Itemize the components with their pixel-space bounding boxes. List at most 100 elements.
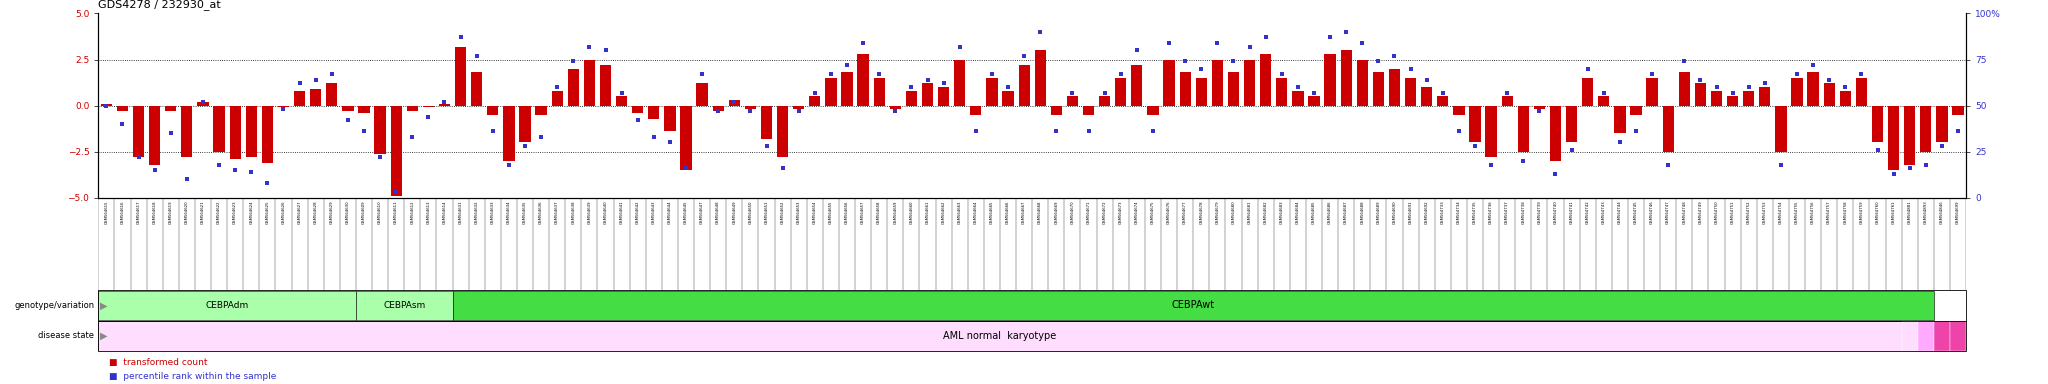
Text: GSM564761: GSM564761	[1892, 200, 1896, 224]
Point	[1845, 71, 1878, 77]
Bar	[438, 104, 451, 106]
Text: GSM564685: GSM564685	[1313, 200, 1317, 224]
Bar	[1421, 87, 1432, 106]
Point	[154, 130, 186, 136]
Text: GSM564745: GSM564745	[1634, 200, 1638, 224]
Text: GSM564636: GSM564636	[539, 200, 543, 224]
Point	[1073, 128, 1106, 134]
Text: GSM564690: GSM564690	[1393, 200, 1397, 224]
Text: GSM564669: GSM564669	[1055, 200, 1059, 224]
Point	[1282, 84, 1315, 90]
Point	[1057, 89, 1090, 96]
Text: GSM564624: GSM564624	[250, 200, 254, 224]
Point	[1878, 171, 1911, 177]
Point	[219, 167, 252, 173]
Bar	[1917, 321, 1933, 351]
Point	[123, 154, 156, 160]
Bar	[745, 106, 756, 109]
Bar	[1808, 73, 1819, 106]
Bar	[408, 106, 418, 111]
Point	[492, 162, 524, 168]
Bar	[1888, 106, 1898, 170]
Point	[1346, 40, 1378, 46]
Text: GSM564681: GSM564681	[1247, 200, 1251, 224]
Bar	[1921, 106, 1931, 152]
Bar	[1933, 321, 1950, 351]
Text: GSM564893: GSM564893	[1923, 200, 1927, 224]
Bar	[229, 106, 242, 159]
Text: GSM564881: GSM564881	[1909, 200, 1911, 224]
Bar	[1679, 73, 1690, 106]
Text: GSM564736: GSM564736	[1489, 200, 1493, 224]
Text: GSM564740: GSM564740	[1554, 200, 1556, 224]
Text: GSM564658: GSM564658	[877, 200, 881, 224]
Bar	[1341, 50, 1352, 106]
Text: GSM564634: GSM564634	[508, 200, 510, 224]
Point	[750, 143, 782, 149]
Bar	[1710, 91, 1722, 106]
Text: GSM564754: GSM564754	[1780, 200, 1784, 224]
Text: ■  percentile rank within the sample: ■ percentile rank within the sample	[109, 372, 276, 381]
Text: GSM564673: GSM564673	[1118, 200, 1122, 224]
Bar	[1034, 50, 1047, 106]
Text: GSM564615: GSM564615	[104, 200, 109, 224]
Point	[1507, 158, 1540, 164]
Point	[637, 134, 670, 140]
Bar	[150, 106, 160, 165]
Bar	[1501, 96, 1513, 106]
Point	[1395, 66, 1427, 72]
Bar	[1485, 106, 1497, 157]
Bar	[1147, 106, 1159, 115]
Point	[1540, 171, 1573, 177]
Text: genotype/variation: genotype/variation	[14, 301, 94, 310]
Bar	[1001, 91, 1014, 106]
Bar	[905, 91, 918, 106]
Text: GSM564618: GSM564618	[154, 200, 156, 224]
Point	[815, 71, 848, 77]
Bar	[166, 106, 176, 111]
Text: GSM564758: GSM564758	[1843, 200, 1847, 224]
Bar	[455, 46, 467, 106]
Text: GSM564688: GSM564688	[1360, 200, 1364, 224]
Point	[106, 121, 139, 127]
Point	[1554, 147, 1587, 153]
Bar	[98, 291, 356, 320]
Bar	[1372, 73, 1384, 106]
Bar	[1905, 106, 1915, 165]
Text: GSM564675: GSM564675	[1151, 200, 1155, 224]
Point	[1233, 43, 1266, 50]
Text: CEBPAwt: CEBPAwt	[1171, 300, 1214, 310]
Point	[782, 108, 815, 114]
Bar	[1243, 60, 1255, 106]
Bar	[1229, 73, 1239, 106]
Bar	[842, 73, 852, 106]
Bar	[1180, 73, 1190, 106]
Point	[719, 99, 752, 105]
Text: GSM564682: GSM564682	[1264, 200, 1268, 224]
Point	[1829, 84, 1862, 90]
Point	[1313, 34, 1346, 40]
Bar	[1647, 78, 1657, 106]
Point	[975, 71, 1008, 77]
Bar	[391, 106, 401, 196]
Bar	[1726, 96, 1739, 106]
Point	[1491, 89, 1524, 96]
Bar	[356, 291, 453, 320]
Point	[348, 128, 381, 134]
Text: ▶: ▶	[100, 331, 109, 341]
Bar	[1356, 60, 1368, 106]
Point	[1298, 89, 1331, 96]
Bar	[1518, 106, 1530, 152]
Point	[1571, 66, 1604, 72]
Point	[1733, 84, 1765, 90]
Bar	[1630, 106, 1642, 115]
Bar	[987, 78, 997, 106]
Point	[1442, 128, 1475, 134]
Point	[186, 99, 219, 105]
Text: GSM564627: GSM564627	[297, 200, 301, 224]
Text: GSM564692: GSM564692	[1425, 200, 1430, 224]
Point	[1104, 71, 1137, 77]
Text: GSM564699: GSM564699	[1956, 200, 1960, 224]
Bar	[1163, 60, 1176, 106]
Text: CEBPAdm: CEBPAdm	[205, 301, 248, 310]
